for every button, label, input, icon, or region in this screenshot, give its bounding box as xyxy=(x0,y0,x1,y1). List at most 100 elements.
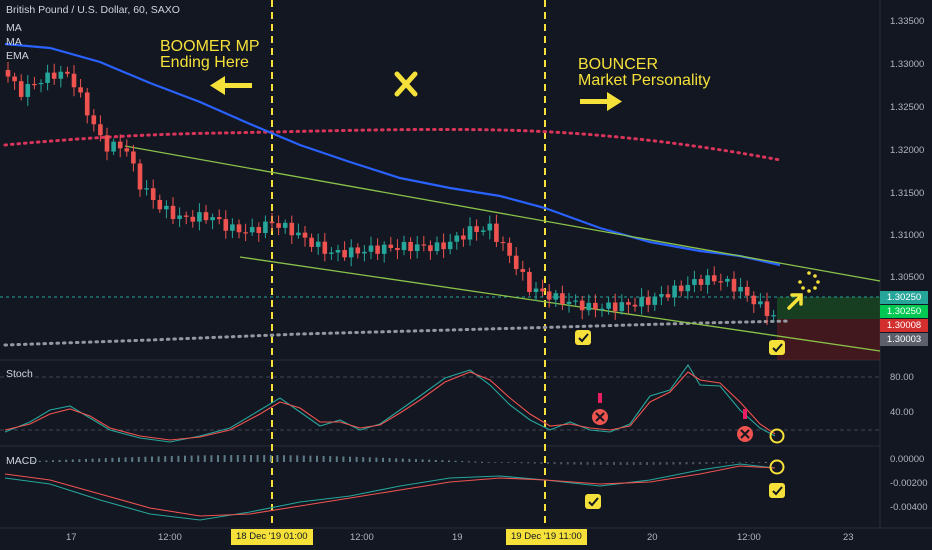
macd-hist-bar xyxy=(718,462,721,464)
macd-hist-bar xyxy=(362,457,365,462)
macd-hist-bar xyxy=(250,455,252,462)
macd-hist-bar xyxy=(302,455,305,462)
macd-hist-bar xyxy=(19,461,21,463)
boomer-label-2: Ending Here xyxy=(160,54,249,71)
candle-body xyxy=(513,255,519,270)
pane-label-stoch[interactable]: Stoch xyxy=(6,368,33,380)
macd-hist-bar xyxy=(527,462,530,464)
pane-label-macd[interactable]: MACD xyxy=(6,455,37,467)
candle-body xyxy=(111,141,116,152)
candle-body xyxy=(698,279,704,285)
macd-axis-label: -0.00400 xyxy=(890,502,928,513)
macd-hist-bar xyxy=(342,456,345,462)
candle-body xyxy=(434,242,440,252)
candle-body xyxy=(738,286,743,292)
candle-body xyxy=(467,226,473,240)
macd-hist-bar xyxy=(296,455,299,462)
ma-gray-dotted xyxy=(3,319,792,347)
candle-body xyxy=(540,288,545,292)
stoch-k-line xyxy=(4,364,776,443)
macd-hist-bar xyxy=(256,455,259,462)
loss-zone xyxy=(777,319,880,360)
macd-hist-bar xyxy=(481,461,483,463)
candle-body xyxy=(639,297,644,307)
macd-hist-bar xyxy=(335,456,338,462)
macd-hist-bar xyxy=(164,456,167,462)
candlestick-series xyxy=(5,62,776,325)
time-highlight-19dec: 19 Dec '19 11:00 xyxy=(506,529,587,545)
macd-hist-bar xyxy=(560,462,563,465)
symbol-title: British Pound / U.S. Dollar, 60, SAXO xyxy=(6,4,180,16)
macd-hist-bar xyxy=(382,457,384,462)
macd-hist-bar xyxy=(58,460,61,462)
candle-body xyxy=(494,223,499,242)
candle-body xyxy=(12,76,17,82)
macd-hist-bar xyxy=(672,462,675,465)
candle-body xyxy=(282,222,288,228)
macd-hist-bar xyxy=(514,462,516,464)
macd-hist-bar xyxy=(698,462,701,465)
macd-hist-bar xyxy=(593,462,596,465)
macd-hist-bar xyxy=(494,462,497,463)
candle-body xyxy=(599,308,605,310)
macd-hist-bar xyxy=(507,462,510,463)
macd-hist-bar xyxy=(289,455,292,462)
candle-body xyxy=(659,294,664,297)
study-ema[interactable]: EMA xyxy=(6,50,29,62)
candle-body xyxy=(388,244,394,248)
candle-body xyxy=(500,241,506,244)
macd-hist-bar xyxy=(751,462,754,463)
channel-lower xyxy=(239,256,881,352)
macd-hist-bar xyxy=(71,459,74,462)
stoch-d-line xyxy=(4,371,776,441)
macd-hist-bar xyxy=(626,462,629,465)
macd-hist-bar xyxy=(388,458,391,462)
candle-body xyxy=(236,224,242,233)
macd-signal-line xyxy=(4,465,776,517)
macd-hist-bar xyxy=(118,457,120,462)
price-axis-label: 1.33500 xyxy=(890,16,925,27)
macd-hist-bar xyxy=(454,460,457,462)
macd-hist-bar xyxy=(745,462,747,463)
stoch-axis-label: 80.00 xyxy=(890,372,914,383)
candle-body xyxy=(144,188,149,190)
candle-body xyxy=(362,251,367,254)
study-ma-1[interactable]: MA xyxy=(6,22,22,34)
candle-body xyxy=(395,247,400,251)
check-icon-3 xyxy=(585,494,601,509)
candle-body xyxy=(276,223,281,228)
candle-body xyxy=(296,232,301,236)
macd-hist-bar xyxy=(263,455,266,462)
macd-hist-bar xyxy=(276,455,279,462)
candle-body xyxy=(507,242,512,256)
macd-hist-bar xyxy=(613,462,615,465)
candle-body xyxy=(626,302,631,305)
macd-hist-bar xyxy=(32,461,35,463)
macd-hist-bar xyxy=(91,458,94,462)
time-axis-label: 12:00 xyxy=(737,532,761,543)
candle-body xyxy=(177,215,182,219)
candle-body xyxy=(18,81,24,97)
macd-hist-bar xyxy=(223,455,226,462)
candle-body xyxy=(731,278,737,292)
stoch-axis-label: 40.00 xyxy=(890,407,914,418)
macd-hist-bar xyxy=(566,462,569,465)
macd-hist-bar xyxy=(679,462,681,465)
macd-hist-bar xyxy=(725,462,728,464)
candle-body xyxy=(183,215,189,217)
candle-body xyxy=(632,304,638,307)
macd-hist-bar xyxy=(184,455,186,462)
macd-hist-bar xyxy=(52,460,54,462)
macd-hist-bar xyxy=(646,462,648,465)
macd-hist-bar xyxy=(85,458,87,462)
macd-hist-bar xyxy=(104,458,107,462)
macd-hist-bar xyxy=(98,458,101,462)
candle-body xyxy=(348,247,354,258)
candle-body xyxy=(744,286,750,296)
macd-hist-bar xyxy=(210,455,213,462)
candle-body xyxy=(546,291,552,300)
study-ma-2[interactable]: MA xyxy=(6,36,22,48)
time-axis-label: 12:00 xyxy=(350,532,374,543)
